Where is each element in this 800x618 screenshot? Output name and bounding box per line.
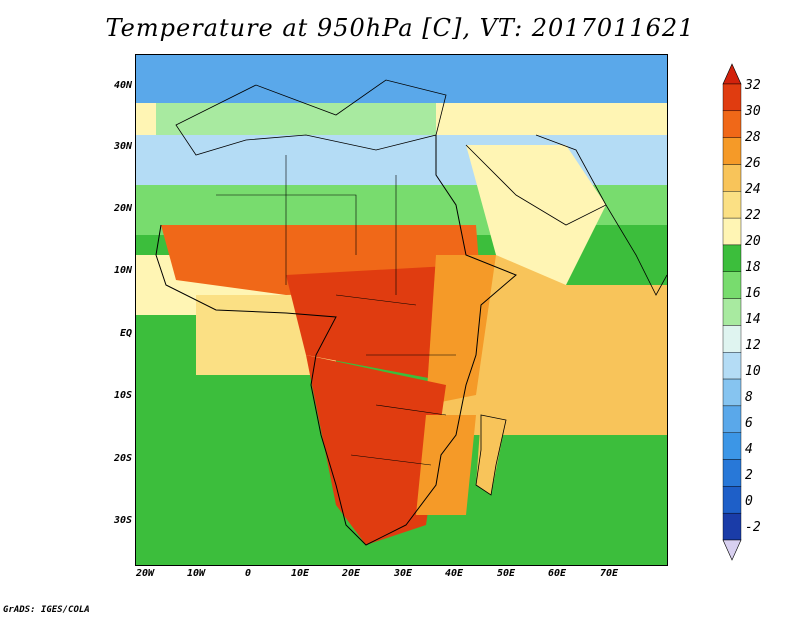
lon-tick-label: 20E	[341, 568, 361, 579]
colorbar	[722, 63, 742, 561]
colorbar-segment	[722, 432, 742, 460]
lat-tick-label: 20N	[113, 203, 132, 214]
lon-tick-label: 0	[244, 568, 252, 579]
colorbar-tick-label: 0	[745, 494, 753, 509]
colorbar-tick-label: -2	[745, 520, 761, 535]
colorbar-segment	[722, 325, 742, 353]
colorbar-tick-label: 22	[745, 208, 761, 223]
field-region	[566, 225, 667, 285]
colorbar-segment	[722, 191, 742, 219]
lat-tick-label: EQ	[119, 328, 132, 339]
temperature-map	[136, 55, 667, 565]
field-region	[436, 255, 667, 435]
colorbar-tick-label: 16	[745, 286, 761, 301]
colorbar-tick-label: 6	[745, 416, 753, 431]
colorbar-segment	[722, 459, 742, 487]
colorbar-segment	[722, 217, 742, 246]
lat-tick-label: 30S	[113, 515, 132, 526]
colorbar-segment	[722, 271, 742, 299]
field-region	[306, 355, 446, 545]
colorbar-segment	[722, 244, 742, 272]
colorbar-segment	[722, 137, 742, 165]
lon-tick-label: 60E	[547, 568, 567, 579]
colorbar-segment	[722, 83, 742, 112]
colorbar-over-triangle	[722, 63, 742, 85]
madagascar-coastline	[475, 414, 507, 496]
field-region	[156, 103, 436, 135]
africa-coastline	[155, 135, 517, 546]
colorbar-tick-label: 18	[745, 260, 761, 275]
lat-tick-label: 40N	[113, 80, 132, 91]
lon-tick-label: 20W	[135, 568, 155, 579]
colorbar-tick-label: 2	[745, 468, 753, 483]
colorbar-segment	[722, 298, 742, 326]
arabia-coastline	[465, 134, 607, 226]
colorbar-tick-label: 26	[745, 156, 761, 171]
field-region	[476, 415, 506, 495]
field-region	[136, 55, 667, 103]
lon-tick-label: 10W	[186, 568, 206, 579]
grads-credit: GrADS: IGES/COLA	[3, 605, 90, 615]
colorbar-segment	[722, 164, 742, 192]
colorbar-tick-label: 8	[745, 390, 753, 405]
lon-tick-label: 70E	[599, 568, 619, 579]
field-region	[416, 415, 476, 515]
colorbar-segment	[722, 378, 742, 407]
colorbar-tick-label: 4	[745, 442, 753, 457]
colorbar-tick-label: 14	[745, 312, 761, 327]
colorbar-segments	[722, 63, 742, 561]
field-region	[556, 435, 667, 565]
map-panel	[135, 54, 668, 566]
colorbar-segment	[722, 512, 742, 541]
colorbar-segment	[722, 110, 742, 138]
colorbar-tick-label: 10	[745, 364, 761, 379]
colorbar-tick-label: 20	[745, 234, 761, 249]
lat-tick-label: 10N	[113, 265, 132, 276]
colorbar-tick-label: 12	[745, 338, 761, 353]
colorbar-tick-label: 32	[745, 78, 761, 93]
colorbar-tick-label: 28	[745, 130, 761, 145]
colorbar-under-triangle	[722, 539, 742, 561]
lon-tick-label: 10E	[290, 568, 310, 579]
lat-tick-label: 30N	[113, 141, 132, 152]
lat-tick-label: 20S	[113, 453, 132, 464]
india-coastline	[605, 204, 667, 296]
colorbar-segment	[722, 405, 742, 433]
lon-tick-label: 50E	[496, 568, 516, 579]
colorbar-segment	[722, 486, 742, 514]
lon-tick-label: 30E	[393, 568, 413, 579]
colorbar-tick-label: 24	[745, 182, 761, 197]
field-region	[426, 255, 496, 405]
colorbar-tick-label: 30	[745, 104, 761, 119]
chart-title: Temperature at 950hPa [C], VT: 201701162…	[105, 14, 695, 42]
country-borders	[216, 155, 456, 466]
lon-tick-label: 40E	[444, 568, 464, 579]
lat-tick-label: 10S	[113, 390, 132, 401]
colorbar-segment	[722, 352, 742, 380]
